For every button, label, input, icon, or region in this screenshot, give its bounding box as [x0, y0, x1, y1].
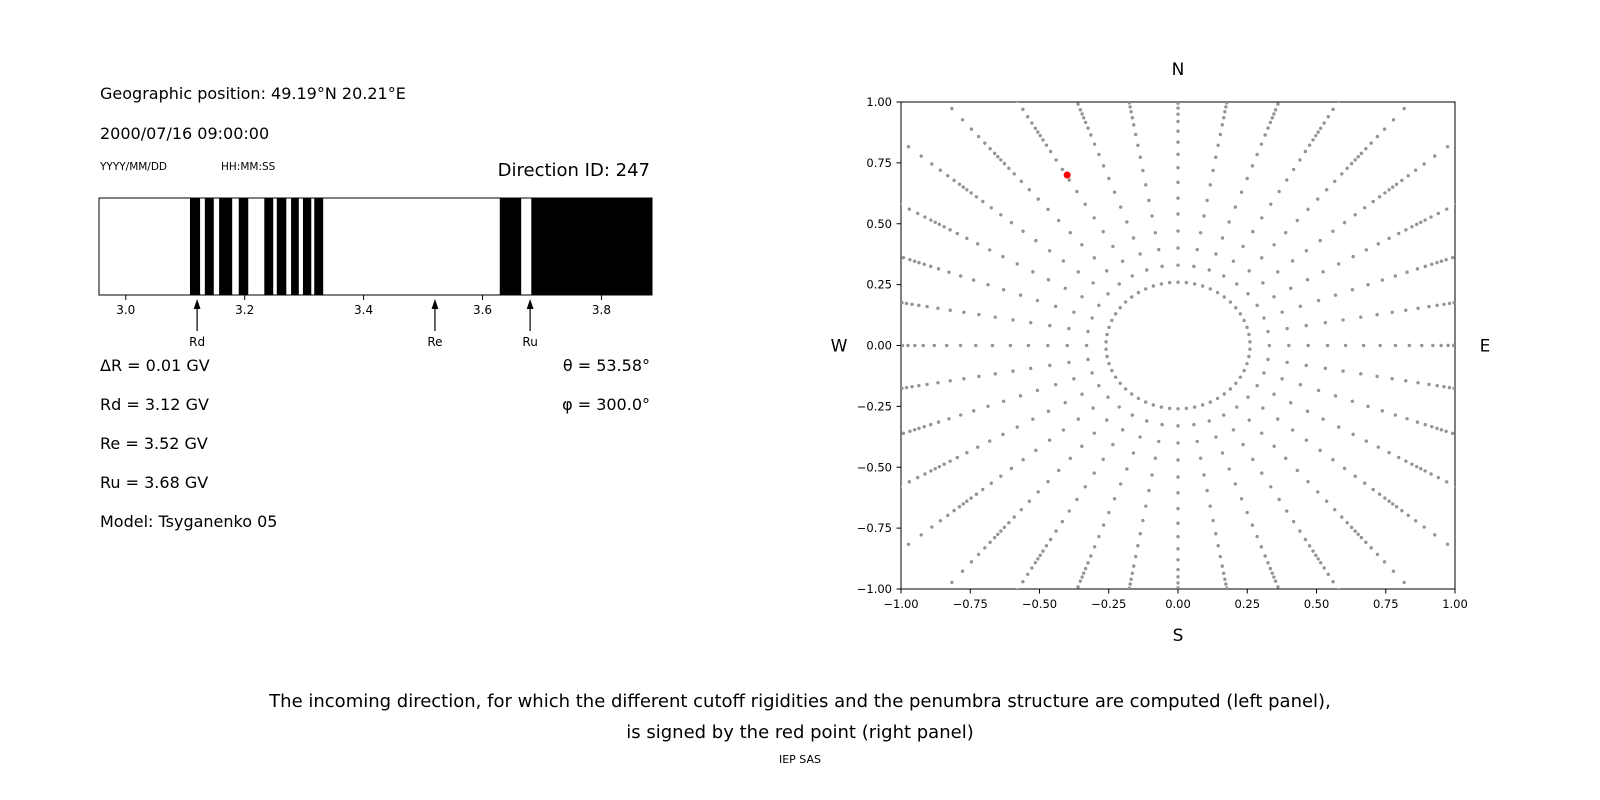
x-tick-label: 1.00 — [1442, 597, 1468, 611]
penumbra-x-tick-label: 3.6 — [473, 303, 492, 317]
penumbra-x-tick-label: 3.0 — [116, 303, 135, 317]
date-format-label: YYYY/MM/DD — [100, 161, 168, 173]
y-tick-label: −0.75 — [857, 521, 892, 535]
penumbra-x-tick-label: 3.8 — [592, 303, 611, 317]
penumbra-band — [291, 198, 299, 295]
penumbra-chart: 3.0 3.2 3.4 3.6 3.8 Rd Re Ru — [98, 197, 653, 349]
penumbra-band — [302, 198, 312, 295]
figure-caption: The incoming direction, for which the di… — [0, 686, 1600, 748]
compass-south-label: S — [1173, 626, 1184, 646]
penumbra-x-tick-label: 3.2 — [235, 303, 254, 317]
y-tick-label: 0.00 — [866, 339, 892, 353]
ru-value: Ru = 3.68 GV — [100, 473, 209, 492]
cutoff-marker-arrowhead — [431, 299, 439, 309]
penumbra-band — [531, 198, 652, 295]
y-tick-label: −0.25 — [857, 399, 892, 413]
cutoff-marker-label: Ru — [522, 335, 537, 349]
x-tick-label: −0.25 — [1091, 597, 1126, 611]
penumbra-band — [238, 198, 249, 295]
direction-map-chart: −1.00 −0.75 −0.50 −0.25 0.00 0.25 0.50 0.75 1.00… — [831, 60, 1491, 646]
direction-map-frame — [900, 101, 1456, 590]
cutoff-marker-arrowhead — [193, 299, 201, 309]
cutoff-marker-label: Re — [427, 335, 442, 349]
direction-id-label: Direction ID: 247 — [497, 160, 650, 181]
cutoff-marker-arrowhead — [526, 299, 534, 309]
y-tick-label: 0.75 — [866, 156, 892, 170]
phi-value: φ = 300.0° — [562, 395, 650, 414]
penumbra-frame — [98, 197, 653, 296]
theta-value: θ = 53.58° — [562, 356, 650, 375]
time-format-label: HH:MM:SS — [221, 161, 276, 173]
x-tick-label: −1.00 — [883, 597, 918, 611]
cutoff-marker-label: Rd — [189, 335, 205, 349]
x-tick-label: 0.00 — [1165, 597, 1191, 611]
compass-north-label: N — [1172, 60, 1185, 80]
penumbra-band — [314, 198, 324, 295]
penumbra-band — [499, 198, 522, 295]
delta-r-value: ΔR = 0.01 GV — [100, 356, 210, 375]
y-tick-label: −0.50 — [857, 460, 892, 474]
compass-east-label: E — [1480, 337, 1491, 357]
geographic-position-label: Geographic position: 49.19°N 20.21°E — [100, 84, 406, 103]
y-tick-label: 1.00 — [866, 95, 892, 109]
x-tick-label: 0.75 — [1373, 597, 1399, 611]
y-tick-label: −1.00 — [857, 582, 892, 596]
y-tick-label: 0.50 — [866, 217, 892, 231]
penumbra-band — [189, 198, 201, 295]
caption-line-1: The incoming direction, for which the di… — [269, 691, 1331, 712]
penumbra-band — [204, 198, 214, 295]
x-tick-label: 0.25 — [1234, 597, 1260, 611]
x-tick-label: 0.50 — [1304, 597, 1330, 611]
credit-label: IEP SAS — [778, 753, 822, 766]
compass-west-label: W — [831, 337, 848, 357]
red-direction-point — [1063, 171, 1071, 179]
penumbra-x-tick-label: 3.4 — [354, 303, 373, 317]
caption-line-2: is signed by the red point (right panel) — [626, 722, 974, 743]
rd-value: Rd = 3.12 GV — [100, 395, 209, 414]
re-value: Re = 3.52 GV — [100, 434, 208, 453]
penumbra-band — [276, 198, 287, 295]
x-tick-label: −0.50 — [1022, 597, 1057, 611]
penumbra-band — [219, 198, 233, 295]
penumbra-band — [264, 198, 274, 295]
x-tick-label: −0.75 — [953, 597, 988, 611]
model-label: Model: Tsyganenko 05 — [100, 512, 278, 531]
direction-grid-dots — [901, 102, 1455, 589]
datetime-label: 2000/07/16 09:00:00 — [100, 124, 270, 143]
y-tick-label: 0.25 — [866, 278, 892, 292]
